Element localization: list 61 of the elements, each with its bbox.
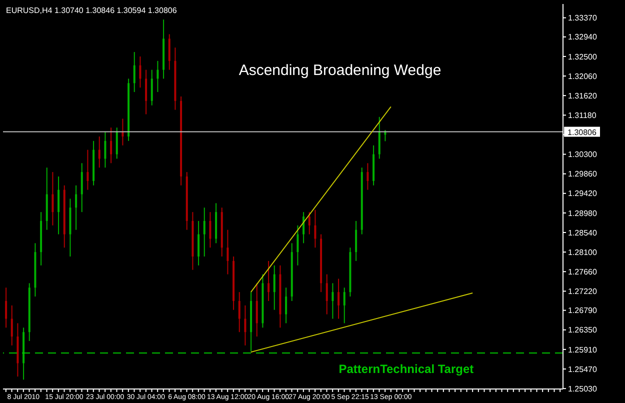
candlestick: [302, 212, 305, 244]
candlestick: [338, 278, 340, 320]
candlestick: [332, 282, 334, 320]
candlestick: [326, 274, 328, 315]
candlestick: [168, 34, 170, 70]
y-tick-label: 1.32060: [568, 72, 598, 81]
candlestick: [116, 127, 118, 160]
y-tick-label: 1.33370: [568, 14, 598, 23]
candlestick: [5, 287, 8, 328]
candlestick: [139, 56, 142, 88]
candlestick: [355, 220, 358, 262]
y-tick-label: 1.31620: [568, 91, 598, 100]
candlestick: [378, 116, 380, 160]
candlestick: [10, 304, 13, 346]
ref-line-label: PatternTechnical Target: [338, 362, 474, 376]
candlestick: [209, 212, 212, 248]
candlestick: [314, 209, 316, 248]
candlestick: [80, 162, 83, 213]
y-tick-label: 1.27660: [568, 267, 598, 276]
candlestick: [285, 287, 288, 324]
candlestick: [256, 282, 258, 338]
y-tick-label: 1.28980: [568, 208, 598, 218]
candlestick: [366, 162, 369, 190]
candlestick: [58, 176, 60, 235]
candlestick: [343, 287, 346, 324]
y-tick-label: 1.26350: [568, 326, 598, 335]
y-tick-label: 1.25030: [568, 384, 598, 394]
y-tick-label: 1.29860: [568, 170, 598, 179]
ref-line-label: 1.30806: [568, 128, 598, 137]
candlestick: [308, 212, 310, 235]
y-tick-label: 1.30300: [568, 150, 598, 160]
candlestick: [156, 60, 159, 93]
candlestick: [244, 304, 246, 346]
candlestick: [52, 172, 54, 226]
candlestick: [150, 69, 153, 106]
candlestick: [198, 220, 200, 266]
candlestick: [226, 229, 229, 275]
y-tick-label: 1.25470: [568, 364, 598, 374]
y-tick-label: 1.32940: [568, 32, 598, 42]
candlestick: [203, 207, 206, 258]
candlestick: [268, 260, 270, 302]
candlestick: [98, 136, 100, 168]
annotation: EURUSD,H4 1.30740 1.30846 1.30594 1.30806: [6, 6, 177, 15]
candlestick: [273, 264, 276, 310]
candlestick: [238, 292, 240, 333]
candlestick: [145, 69, 148, 115]
y-tick-label: 1.26790: [568, 306, 598, 316]
candlestick: [110, 127, 112, 164]
candlestick: [296, 224, 299, 266]
candlestick: [133, 52, 136, 93]
y-tick-label: 1.27220: [568, 287, 598, 296]
candlestick: [75, 184, 78, 230]
y-tick-label: 1.28540: [568, 228, 598, 238]
candlestick: [104, 132, 106, 168]
y-tick-label: 1.32500: [568, 52, 598, 62]
y-tick-label: 1.31180: [568, 110, 597, 120]
y-tick-label: 1.28100: [568, 248, 598, 257]
y-tick-label: 1.29420: [568, 189, 598, 198]
candlestick: [86, 149, 89, 190]
y-tick-label: 1.25910: [568, 345, 598, 354]
text: Ascending Broadening Wedge: [238, 62, 442, 79]
